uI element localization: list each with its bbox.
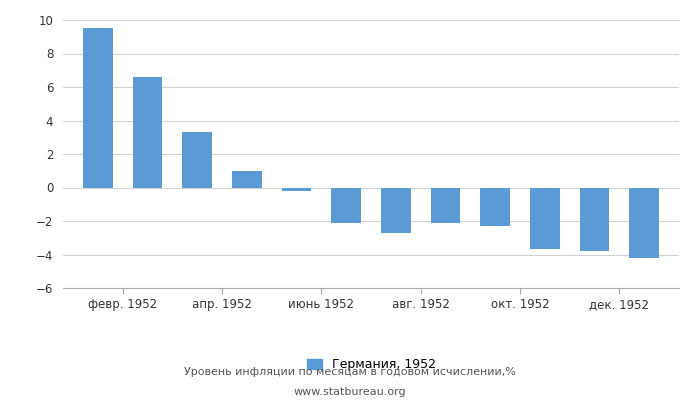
Bar xyxy=(182,132,212,188)
Bar xyxy=(629,188,659,258)
Bar xyxy=(281,188,312,191)
Text: Уровень инфляции по месяцам в годовом исчислении,%: Уровень инфляции по месяцам в годовом ис… xyxy=(184,367,516,377)
Legend: Германия, 1952: Германия, 1952 xyxy=(302,353,440,376)
Bar xyxy=(83,28,113,188)
Bar xyxy=(580,188,610,251)
Bar xyxy=(530,188,560,250)
Bar xyxy=(480,188,510,226)
Bar xyxy=(430,188,461,223)
Bar xyxy=(331,188,361,223)
Bar xyxy=(381,188,411,233)
Bar xyxy=(232,171,262,188)
Bar xyxy=(132,77,162,188)
Text: www.statbureau.org: www.statbureau.org xyxy=(294,387,406,397)
